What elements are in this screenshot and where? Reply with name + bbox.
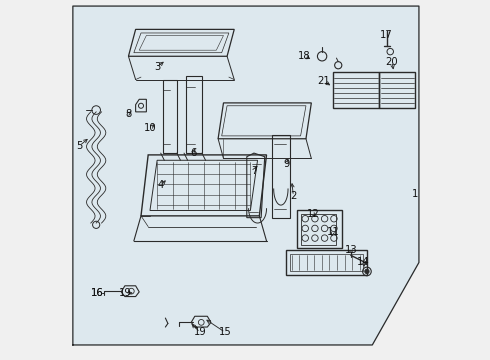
Text: 17: 17	[380, 30, 393, 40]
Text: 14: 14	[357, 257, 369, 267]
Text: 21: 21	[318, 76, 330, 86]
Text: 1: 1	[412, 189, 418, 199]
Text: 19: 19	[119, 288, 131, 298]
Text: 4: 4	[158, 180, 164, 190]
Polygon shape	[73, 6, 419, 345]
Text: 13: 13	[344, 245, 357, 255]
Circle shape	[365, 269, 369, 274]
Text: 15: 15	[219, 327, 232, 337]
Text: 7: 7	[251, 166, 257, 176]
Text: 16: 16	[91, 288, 103, 298]
Text: 19: 19	[194, 327, 207, 337]
Text: 5: 5	[76, 141, 82, 151]
Text: 2: 2	[290, 191, 296, 201]
Text: 18: 18	[298, 51, 311, 61]
Text: 9: 9	[283, 159, 290, 169]
Text: 11: 11	[326, 227, 339, 237]
Text: 8: 8	[125, 109, 132, 119]
Text: 12: 12	[307, 209, 319, 219]
Text: 16: 16	[91, 288, 103, 298]
Text: 10: 10	[144, 123, 156, 133]
Text: 3: 3	[154, 62, 160, 72]
Text: 6: 6	[190, 148, 196, 158]
Text: 20: 20	[386, 57, 398, 67]
